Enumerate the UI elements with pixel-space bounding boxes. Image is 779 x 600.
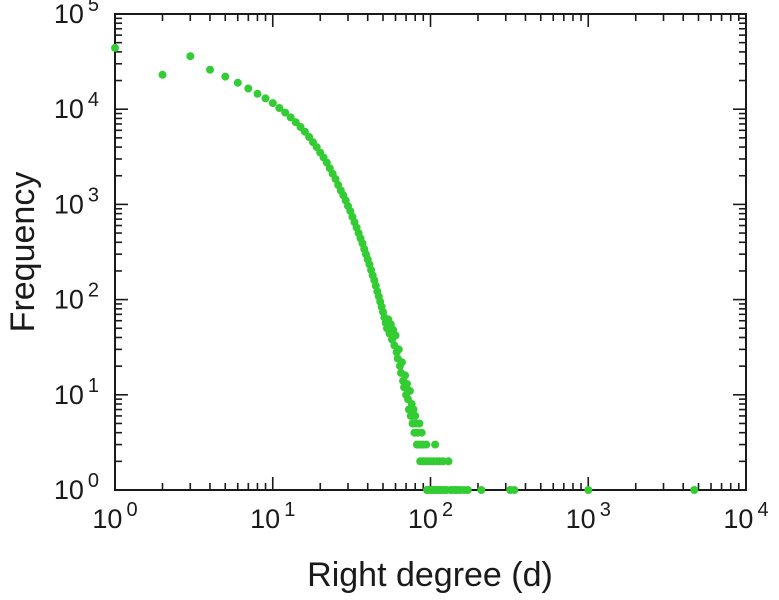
data-point — [411, 411, 420, 420]
data-point — [158, 70, 167, 79]
data-point — [439, 457, 447, 466]
data-point — [690, 486, 699, 494]
data-point — [261, 94, 270, 103]
data-point — [233, 78, 242, 87]
tick-label: 10 3 — [566, 499, 611, 534]
data-point — [584, 486, 593, 494]
tick-label: 10 2 — [408, 499, 453, 534]
data-point — [398, 358, 406, 367]
tick-label: 10 1 — [250, 499, 295, 534]
data-point — [401, 371, 410, 380]
tick-label: 10 0 — [92, 499, 137, 534]
data-point — [206, 65, 214, 74]
data-point — [510, 486, 519, 494]
data-point — [415, 419, 424, 428]
data-point — [391, 331, 400, 340]
tick-label: 10 2 — [54, 280, 99, 315]
data-point — [417, 428, 426, 437]
data-point — [286, 113, 295, 122]
tick-label: 10 3 — [54, 184, 99, 219]
tick-label: 10 1 — [54, 375, 99, 410]
data-point — [409, 405, 418, 414]
data-point — [405, 386, 414, 395]
data-point — [403, 380, 411, 388]
data-point — [331, 175, 340, 183]
tick-label: 10 0 — [54, 470, 99, 505]
data-point — [268, 99, 277, 108]
tick-label: 10 4 — [54, 89, 99, 124]
data-point — [394, 345, 403, 354]
x-axis-label: Right degree (d) — [307, 556, 553, 594]
data-point — [244, 84, 253, 93]
data-point — [221, 72, 230, 81]
data-point — [275, 104, 284, 112]
data-point — [431, 440, 440, 449]
data-point — [111, 43, 119, 52]
data-point — [463, 486, 472, 494]
data-point — [477, 486, 486, 494]
y-axis-label: Frequency — [4, 172, 42, 333]
plot-layer: 10 0 10 1 10 2 10 3 10 4 10 0 10 1 10 2 10 3 10 4 10 5 — [54, 0, 769, 534]
data-point — [444, 457, 453, 466]
data-point — [253, 89, 262, 98]
tick-label: 10 5 — [54, 0, 99, 29]
data-point — [186, 52, 195, 61]
tick-label: 10 4 — [723, 499, 768, 534]
data-point — [422, 440, 431, 449]
data-point — [281, 108, 290, 117]
plot-frame — [114, 13, 747, 491]
